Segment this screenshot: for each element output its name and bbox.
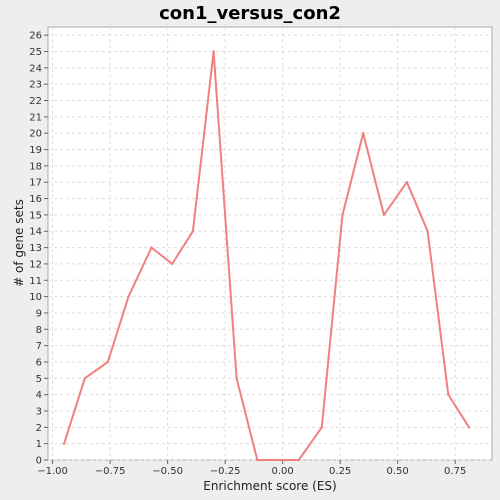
data-point — [297, 458, 300, 462]
y-tick-label: 17 — [29, 178, 42, 189]
y-tick-label: 15 — [29, 210, 42, 221]
y-tick-label: 0 — [36, 456, 42, 467]
data-point — [276, 458, 280, 462]
y-tick-label: 8 — [36, 325, 42, 336]
data-point — [235, 377, 238, 380]
x-tick-label: 0.00 — [272, 466, 294, 477]
data-point — [62, 442, 66, 445]
y-tick-label: 25 — [29, 47, 42, 58]
chart-title: con1_versus_con2 — [159, 3, 341, 24]
y-tick-label: 4 — [36, 390, 42, 401]
x-tick-label: −0.75 — [95, 466, 126, 477]
y-tick-label: 1 — [36, 439, 42, 450]
y-tick-label: 18 — [29, 161, 42, 172]
y-tick-label: 21 — [29, 112, 42, 123]
data-point — [106, 360, 110, 364]
y-tick-label: 19 — [29, 145, 42, 156]
x-tick-label: 0.50 — [387, 466, 409, 477]
y-tick-label: 6 — [36, 357, 42, 368]
data-point — [320, 426, 323, 429]
series-layer — [62, 50, 471, 462]
y-tick-label: 14 — [29, 227, 42, 238]
data-point — [447, 393, 450, 396]
y-tick-label: 5 — [36, 374, 42, 385]
y-tick-label: 23 — [29, 80, 42, 91]
data-point — [341, 213, 344, 217]
y-tick-label: 22 — [29, 96, 42, 107]
data-point — [83, 377, 87, 380]
data-point — [212, 50, 215, 53]
data-point — [191, 230, 195, 233]
x-tick-label: −1.00 — [37, 466, 68, 477]
data-point — [256, 458, 259, 462]
y-tick-label: 7 — [36, 341, 42, 352]
y-tick-label: 9 — [36, 308, 42, 319]
y-axis-title: # of gene sets — [12, 199, 26, 287]
data-point — [127, 295, 130, 298]
x-tick-label: 0.25 — [329, 466, 351, 477]
y-tick-label: 24 — [29, 63, 42, 74]
plot-area — [47, 26, 493, 461]
y-tick-label: 12 — [29, 259, 42, 270]
data-point — [467, 426, 471, 429]
data-point — [426, 230, 429, 233]
data-point — [361, 132, 365, 135]
y-tick-label: 26 — [29, 31, 42, 42]
data-point — [150, 246, 153, 249]
data-point — [405, 181, 409, 184]
y-tick-label: 13 — [29, 243, 42, 254]
x-tick-label: −0.25 — [210, 466, 241, 477]
y-tick-label: 16 — [29, 194, 42, 205]
x-axis-title: Enrichment score (ES) — [203, 479, 336, 493]
y-tick-label: 2 — [36, 423, 42, 434]
x-tick-label: −0.50 — [152, 466, 183, 477]
grid-layer — [48, 27, 492, 461]
y-tick-label: 3 — [36, 406, 42, 417]
data-point — [171, 262, 174, 266]
data-point — [382, 213, 386, 217]
y-tick-label: 20 — [29, 129, 42, 140]
x-tick-label: 0.75 — [444, 466, 466, 477]
series-line — [63, 50, 470, 461]
y-tick-label: 10 — [29, 292, 42, 303]
y-tick-label: 11 — [29, 276, 42, 287]
axis-layer: 0123456789101112131415161718192021222324… — [29, 31, 466, 477]
